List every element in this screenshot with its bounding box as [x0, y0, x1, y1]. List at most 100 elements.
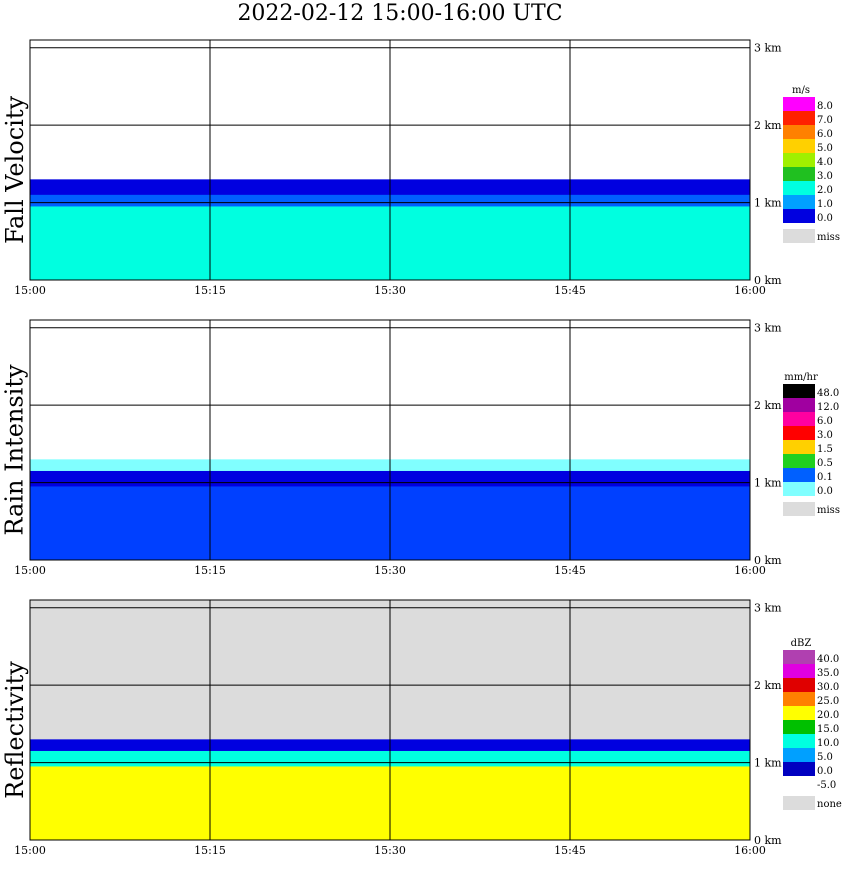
legend-level-label: 20.0 — [817, 710, 839, 721]
legend-level-label: 5.0 — [817, 143, 833, 154]
height-tick-label: 2 km — [754, 399, 782, 412]
legend-level-label: 5.0 — [817, 752, 833, 763]
reflectivity-chart: 15:00 15:15 15:30 15:45 16:000 km 1 km 2 km 3 k… — [14, 599, 842, 857]
time-tick-label: 15:00 — [14, 844, 46, 857]
legend-swatch — [783, 734, 815, 748]
legend-level-label: 6.0 — [817, 416, 833, 427]
legend-swatch — [783, 426, 815, 440]
height-tick-label: 1 km — [754, 197, 782, 210]
height-tick-label: 1 km — [754, 757, 782, 770]
legend-swatch — [783, 167, 815, 181]
time-tick-label: 16:00 — [734, 564, 766, 577]
legend-level-label: 25.0 — [817, 696, 839, 707]
legend-level-label: 10.0 — [817, 738, 839, 749]
legend-missing-swatch — [783, 796, 815, 810]
legend-level-label: 40.0 — [817, 654, 839, 665]
legend-level-label: 12.0 — [817, 402, 839, 413]
legend-level-label: -5.0 — [817, 780, 836, 791]
rain-intensity-chart: 15:00 15:15 15:30 15:45 16:000 km 1 km 2 km 3 k… — [14, 319, 840, 577]
time-tick-label: 15:45 — [554, 564, 586, 577]
plot-frame — [29, 599, 751, 841]
time-tick-label: 15:15 — [194, 844, 226, 857]
legend-unit: m/s — [792, 85, 810, 96]
height-tick-label: 2 km — [754, 119, 782, 132]
time-tick-label: 15:30 — [374, 564, 406, 577]
legend-level-label: 30.0 — [817, 682, 839, 693]
legend-swatch — [783, 97, 815, 111]
legend-level-label: 2.0 — [817, 185, 833, 196]
time-tick-label: 16:00 — [734, 284, 766, 297]
height-tick-label: 0 km — [754, 834, 782, 847]
time-tick-label: 15:15 — [194, 564, 226, 577]
height-tick-label: 3 km — [754, 602, 782, 615]
legend-swatch — [783, 454, 815, 468]
legend-missing-label: miss — [817, 505, 840, 516]
legend-swatch — [783, 482, 815, 496]
time-tick-label: 15:30 — [374, 284, 406, 297]
legend-missing-label: miss — [817, 232, 840, 243]
legend-swatch — [783, 692, 815, 706]
legend-swatch — [783, 650, 815, 664]
legend-level-label: 48.0 — [817, 388, 839, 399]
time-tick-label: 15:15 — [194, 284, 226, 297]
legend-swatch — [783, 762, 815, 776]
legend-level-label: 35.0 — [817, 668, 839, 679]
legend-level-label: 0.0 — [817, 766, 833, 777]
height-tick-label: 3 km — [754, 42, 782, 55]
legend-swatch — [783, 720, 815, 734]
fall-velocity-chart: 15:00 15:15 15:30 15:45 16:000 km 1 km 2 km 3 k… — [14, 39, 840, 297]
legend-swatch — [783, 412, 815, 426]
legend-level-label: 0.0 — [817, 486, 833, 497]
chart-title: 2022-02-12 15:00-16:00 UTC — [237, 1, 563, 26]
legend-swatch — [783, 195, 815, 209]
legend-swatch — [783, 209, 815, 223]
plot-frame — [29, 39, 751, 281]
height-tick-label: 1 km — [754, 477, 782, 490]
time-tick-label: 15:45 — [554, 844, 586, 857]
legend-level-label: 4.0 — [817, 157, 833, 168]
legend-swatch — [783, 181, 815, 195]
plot-frame — [29, 319, 751, 561]
legend-swatch — [783, 664, 815, 678]
legend-missing-swatch — [783, 229, 815, 243]
legend-level-label: 7.0 — [817, 115, 833, 126]
height-tick-label: 0 km — [754, 274, 782, 287]
height-tick-label: 2 km — [754, 679, 782, 692]
legend-swatch — [783, 398, 815, 412]
legend-swatch — [783, 776, 815, 790]
legend-level-label: 1.5 — [817, 444, 833, 455]
time-tick-label: 16:00 — [734, 844, 766, 857]
legend-swatch — [783, 153, 815, 167]
time-tick-label: 15:30 — [374, 844, 406, 857]
legend-level-label: 3.0 — [817, 430, 833, 441]
legend-level-label: 0.5 — [817, 458, 833, 469]
legend-missing-swatch — [783, 502, 815, 516]
legend-swatch — [783, 706, 815, 720]
legend-level-label: 0.1 — [817, 472, 833, 483]
legend-swatch — [783, 748, 815, 762]
rain-intensity-panel: Rain Intensity 15:00 15:15 15:30 15:45 16:00… — [0, 300, 850, 590]
height-tick-label: 3 km — [754, 322, 782, 335]
legend-swatch — [783, 384, 815, 398]
time-tick-label: 15:00 — [14, 284, 46, 297]
legend-swatch — [783, 678, 815, 692]
legend-missing-label: none — [817, 799, 842, 810]
legend-level-label: 6.0 — [817, 129, 833, 140]
legend-level-label: 1.0 — [817, 199, 833, 210]
time-tick-label: 15:45 — [554, 284, 586, 297]
legend-swatch — [783, 468, 815, 482]
legend-swatch — [783, 111, 815, 125]
legend-unit: dBZ — [791, 638, 812, 649]
legend-swatch — [783, 125, 815, 139]
height-tick-label: 0 km — [754, 554, 782, 567]
time-tick-label: 15:00 — [14, 564, 46, 577]
reflectivity-panel: Reflectivity 15:00 15:15 15:30 15:45 16:00 0 … — [0, 580, 850, 870]
fall-velocity-panel: Fall Velocity 15:00 15:15 15:30 15:45 16:00 0… — [0, 20, 850, 310]
legend-level-label: 3.0 — [817, 171, 833, 182]
legend-level-label: 0.0 — [817, 213, 833, 224]
legend-level-label: 8.0 — [817, 101, 833, 112]
legend-swatch — [783, 440, 815, 454]
legend-unit: mm/hr — [784, 372, 818, 383]
legend-swatch — [783, 139, 815, 153]
legend-level-label: 15.0 — [817, 724, 839, 735]
